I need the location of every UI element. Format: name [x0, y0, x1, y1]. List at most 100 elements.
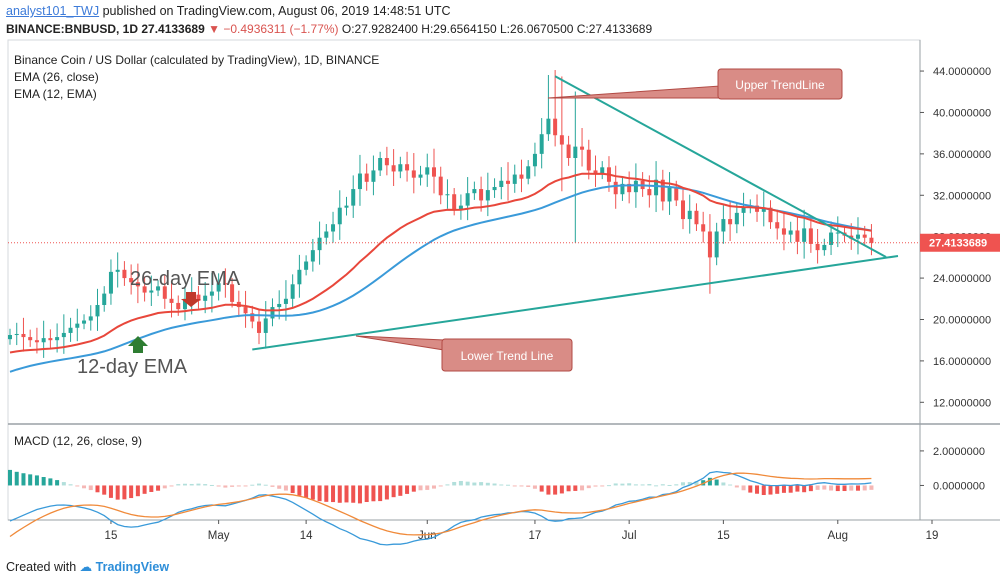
- candle-down: [613, 181, 618, 195]
- macd-histogram-bar: [741, 485, 746, 491]
- macd-histogram-bar: [647, 484, 652, 486]
- candle-down: [559, 135, 564, 145]
- macd-histogram-bar: [324, 485, 329, 502]
- macd-histogram-bar: [41, 477, 46, 486]
- macd-histogram-bar: [532, 485, 537, 489]
- candle-up: [620, 183, 625, 195]
- candle-down: [795, 230, 800, 242]
- ema-12-line: [9, 184, 872, 373]
- macd-histogram-bar: [290, 485, 295, 494]
- candle-down: [701, 224, 706, 232]
- candle-down: [815, 243, 820, 251]
- macd-histogram-bar: [640, 484, 645, 486]
- macd-histogram-bar: [317, 485, 322, 502]
- macd-histogram-bar: [14, 471, 19, 486]
- candle-up: [317, 237, 322, 251]
- candle-up: [357, 173, 362, 190]
- candle-up: [485, 190, 490, 201]
- macd-histogram-bar: [142, 485, 147, 494]
- macd-histogram-bar: [795, 485, 800, 492]
- macd-histogram-bar: [553, 485, 558, 495]
- macd-histogram-bar: [263, 484, 268, 486]
- candle-up: [667, 186, 672, 202]
- macd-legend: MACD (12, 26, close, 9): [14, 434, 142, 448]
- candle-down: [122, 269, 127, 279]
- macd-histogram-bar: [802, 485, 807, 493]
- author-link[interactable]: analyst101_TWJ: [6, 4, 100, 18]
- macd-histogram-bar: [559, 485, 564, 494]
- time-tick-label: 14: [300, 530, 313, 542]
- candle-down: [553, 118, 558, 136]
- macd-histogram-bar: [223, 485, 228, 488]
- tradingview-brand[interactable]: TradingView: [95, 560, 170, 574]
- candle-up: [512, 174, 517, 184]
- symbol-text: BINANCE:BNBUSD, 1D 27.4133689: [6, 22, 205, 36]
- candle-down: [869, 237, 874, 243]
- macd-histogram-bar: [61, 482, 66, 486]
- macd-histogram-bar: [68, 484, 73, 486]
- candle-up: [418, 174, 423, 178]
- price-tick-label: 40.0000000: [933, 107, 991, 119]
- price-tick-label: 20.0000000: [933, 314, 991, 326]
- macd-histogram-bar: [519, 485, 524, 487]
- candle-up: [82, 320, 87, 324]
- candle-down: [808, 228, 813, 244]
- time-tick-label: 15: [105, 530, 118, 542]
- macd-histogram-bar: [445, 484, 450, 486]
- candle-down: [580, 146, 585, 150]
- macd-histogram-bar: [485, 482, 490, 486]
- candle-up: [687, 210, 692, 220]
- macd-histogram-bar: [243, 485, 248, 487]
- macd-histogram-bar: [337, 485, 342, 503]
- macd-histogram-bar: [539, 485, 544, 492]
- candle-up: [209, 291, 214, 296]
- macd-histogram-bar: [855, 485, 860, 491]
- macd-histogram-bar: [8, 469, 12, 486]
- macd-histogram-bar: [102, 485, 107, 495]
- macd-histogram-bar: [250, 484, 255, 486]
- candle-up: [263, 318, 268, 333]
- candle-up: [203, 295, 208, 301]
- created-with-text: Created with: [6, 560, 77, 574]
- macd-histogram-bar: [95, 485, 100, 493]
- macd-histogram-bar: [674, 484, 679, 486]
- candle-up: [546, 118, 551, 135]
- macd-histogram-bar: [849, 485, 854, 491]
- macd-histogram-bar: [310, 485, 315, 500]
- candle-down: [627, 183, 632, 193]
- macd-histogram-bar: [203, 484, 208, 486]
- candle-down: [660, 179, 665, 202]
- candle-up: [351, 189, 356, 206]
- publish-line: analyst101_TWJ published on TradingView.…: [6, 4, 451, 18]
- candle-up: [61, 332, 66, 338]
- candle-up: [115, 269, 120, 272]
- price-tick-label: 44.0000000: [933, 66, 991, 78]
- macd-histogram-bar: [357, 485, 362, 504]
- candle-down: [586, 149, 591, 171]
- macd-histogram-bar: [761, 485, 766, 496]
- candle-up: [149, 290, 154, 293]
- macd-histogram-bar: [331, 485, 336, 503]
- candle-up: [270, 307, 275, 319]
- macd-histogram-bar: [21, 473, 26, 486]
- macd-histogram-bar: [586, 485, 591, 489]
- macd-histogram-bar: [734, 485, 739, 488]
- candle-up: [445, 194, 450, 196]
- candle-down: [176, 302, 181, 310]
- candle-up: [216, 283, 221, 292]
- upper-callout-text: Upper TrendLine: [735, 78, 825, 92]
- macd-histogram-bar: [216, 485, 221, 487]
- macd-histogram-bar: [425, 485, 430, 490]
- candle-up: [337, 207, 342, 225]
- ohlc-text: O:27.9282400 H:29.6564150 L:26.0670500 C…: [341, 22, 653, 36]
- macd-histogram-bar: [458, 480, 463, 486]
- ema-12-annotation: 12-day EMA: [77, 356, 188, 378]
- macd-histogram-bar: [135, 485, 140, 497]
- candle-up: [829, 232, 834, 245]
- ema-12-legend: EMA (12, EMA): [14, 87, 97, 101]
- macd-histogram-bar: [351, 485, 356, 503]
- macd-histogram-bar: [418, 485, 423, 491]
- macd-histogram-bar: [714, 479, 719, 486]
- upper-callout-pointer: [547, 85, 721, 99]
- macd-histogram-bar: [620, 483, 625, 486]
